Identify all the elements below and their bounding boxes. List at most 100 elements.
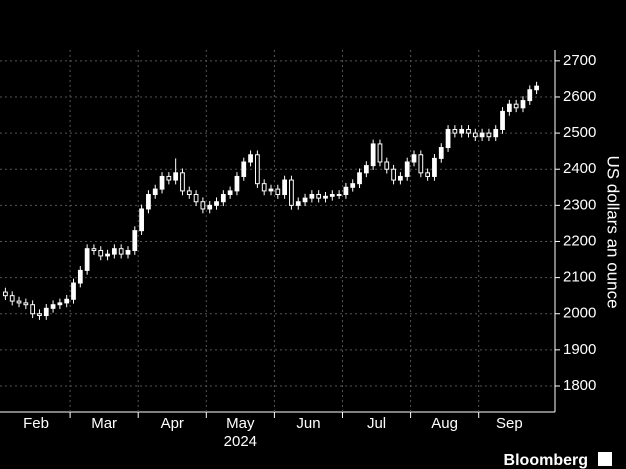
candle-body [193,194,199,203]
candle-body [125,250,131,255]
x-tick-label: Apr [161,415,184,432]
y-tick-label: 2500 [563,124,596,141]
candle-body [186,190,192,196]
candle-body [391,168,396,181]
candle-body [500,110,505,130]
candle-body [350,183,356,188]
y-tick-label: 2000 [563,305,596,322]
candle-body [404,161,410,177]
candle-body [64,298,70,304]
candle-body [159,175,165,190]
x-tick-label: Mar [91,415,117,432]
candle-body [493,128,499,138]
candle-body [438,147,444,159]
y-tick-label: 2300 [563,196,596,213]
candle-body [207,204,213,210]
candle-body [527,89,533,102]
y-tick-label: 2100 [563,269,596,286]
candle-body [255,154,260,185]
candle-body [479,132,485,138]
candle-body [459,128,465,134]
candle-body [418,154,424,174]
candle-body [275,188,281,196]
candle-body [30,304,36,315]
candle-body [77,269,83,284]
x-tick-label: May [226,415,255,432]
candle-body [506,103,512,112]
candle-body [214,201,219,206]
candle-body [132,230,138,252]
candle-body [105,253,110,257]
candle-body [445,128,451,149]
candle-body [261,183,267,192]
candle-body [71,282,76,300]
candle-body [513,103,519,109]
candle-body [289,179,294,206]
candle-body [309,194,315,199]
candle-body [173,172,179,181]
candle-body [3,291,8,297]
y-tick-label: 1900 [563,341,596,358]
y-tick-label: 1800 [563,377,596,394]
candle-body [466,128,471,134]
candle-body [57,302,63,306]
y-tick-label: 2600 [563,88,596,105]
x-tick-label: Aug [431,415,458,432]
x-tick-label: Jun [296,415,320,432]
candle-body [329,194,335,197]
y-tick-label: 2200 [563,232,596,249]
candle-body [534,85,539,91]
candle-body [227,190,233,196]
candle-body [425,172,431,177]
candle-body [295,201,301,206]
candle-body [152,188,158,196]
candle-body [180,172,185,192]
candle-body [50,304,56,309]
x-tick-label: Sep [496,415,523,432]
candle-body [398,175,403,181]
candle-body [234,175,240,192]
candle-body [98,250,104,257]
candle-body [370,143,376,167]
candle-body [139,208,144,232]
y-axis-label: US dollars an ounce [604,155,623,308]
candle-body [377,143,383,163]
candle-body [23,302,29,306]
candle-body [111,248,117,255]
candle-body [220,194,226,203]
logo-box [598,452,612,466]
candle-body [343,186,349,196]
candle-body [520,100,526,109]
candle-body [384,161,390,170]
y-tick-label: 2400 [563,160,596,177]
candle-body [323,195,328,199]
candle-body [241,161,247,177]
candle-body [432,157,437,177]
candle-body [146,194,151,210]
candle-body [200,201,206,210]
candle-body [91,248,97,252]
candle-body [411,154,417,163]
candle-body [16,300,22,304]
candle-body [452,128,458,134]
candle-body [248,154,253,163]
candle-body [316,194,322,199]
year-label: 2024 [224,433,257,450]
candle-body [336,194,342,197]
candle-body [302,197,308,203]
candle-body [84,248,90,271]
source: Bloomberg [504,452,588,469]
candle-body [166,175,172,181]
candle-body [472,132,478,138]
candle-body [357,172,362,185]
x-tick-label: Feb [23,415,49,432]
candle-body [9,295,15,302]
candle-body [37,313,42,317]
candle-body [268,188,274,192]
candle-body [363,165,369,174]
candle-body [486,132,492,138]
candle-body [43,307,49,317]
candle-body [118,248,124,255]
candle-body [282,179,287,196]
